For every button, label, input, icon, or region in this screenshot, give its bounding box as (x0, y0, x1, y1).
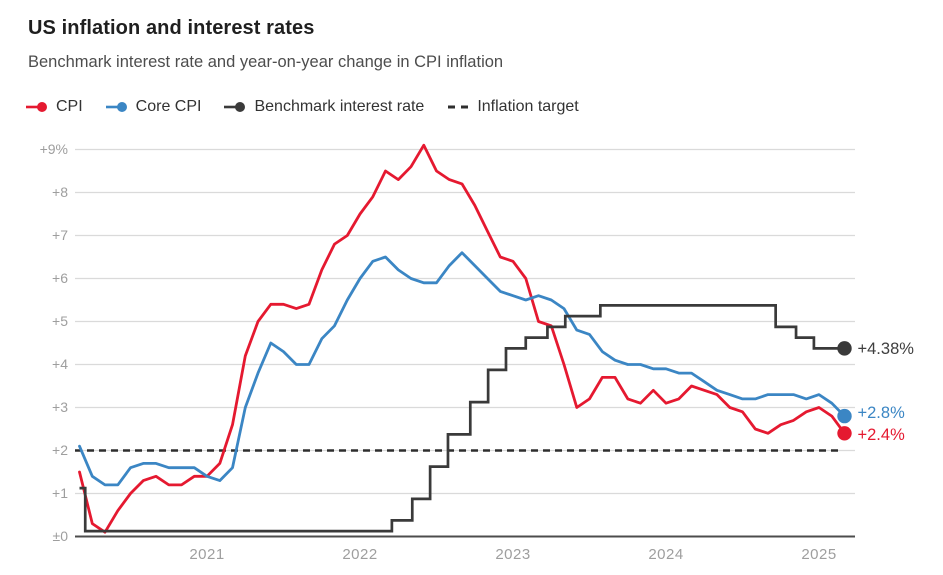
chart-title: US inflation and interest rates (28, 17, 315, 39)
legend-item-inflation-target: Inflation target (446, 98, 579, 116)
y-tick-label: +9% (40, 141, 68, 157)
x-tick-label: 2021 (189, 546, 224, 563)
legend-marker-inflation-target-icon (448, 105, 469, 109)
cpi-end-dot (837, 426, 852, 441)
x-tick-label: 2023 (495, 546, 530, 563)
x-tick-label: 2025 (801, 546, 836, 563)
y-tick-label: +4 (52, 356, 68, 372)
cpi-line (78, 143, 846, 534)
core-cpi-line (78, 251, 846, 487)
cpi-end-label: +2.4% (858, 426, 906, 444)
benchmark-interest-rate-end-label: +4.38% (858, 340, 915, 358)
legend-item-benchmark-interest-rate: Benchmark interest rate (223, 98, 424, 116)
y-tick-label: +2 (52, 442, 68, 458)
legend-item-cpi: CPI (25, 98, 83, 116)
core-cpi-end-label: +2.8% (858, 404, 906, 422)
core-cpi-end-dot (837, 408, 852, 424)
legend-label-benchmark-interest-rate: Benchmark interest rate (254, 98, 425, 115)
legend-marker-core-cpi-icon (105, 102, 127, 112)
legend-marker-cpi-icon (26, 102, 47, 112)
y-tick-label: +7 (52, 227, 68, 243)
legend-label-core-cpi: Core CPI (135, 98, 202, 115)
x-tick-label: 2022 (342, 546, 377, 563)
legend-label-cpi: CPI (56, 98, 83, 115)
legend-marker-benchmark-interest-rate-icon (224, 102, 246, 112)
benchmark-interest-rate-end-dot (837, 341, 852, 356)
y-tick-label: +1 (52, 485, 68, 501)
y-tick-label: +3 (52, 399, 68, 415)
x-tick-label: 2024 (648, 546, 683, 563)
y-tick-label: +5 (52, 313, 68, 329)
chart-subtitle: Benchmark interest rate and year-on-year… (28, 53, 504, 71)
y-tick-label: ±0 (53, 528, 69, 544)
legend-label-inflation-target: Inflation target (477, 98, 579, 115)
y-tick-label: +6 (52, 270, 68, 286)
y-tick-label: +8 (52, 184, 68, 200)
legend-item-core-cpi: Core CPI (105, 98, 202, 116)
benchmark-interest-rate-line (79, 304, 845, 533)
legend: CPI Core CPI Benchmark interest rate Inflat… (25, 98, 579, 116)
